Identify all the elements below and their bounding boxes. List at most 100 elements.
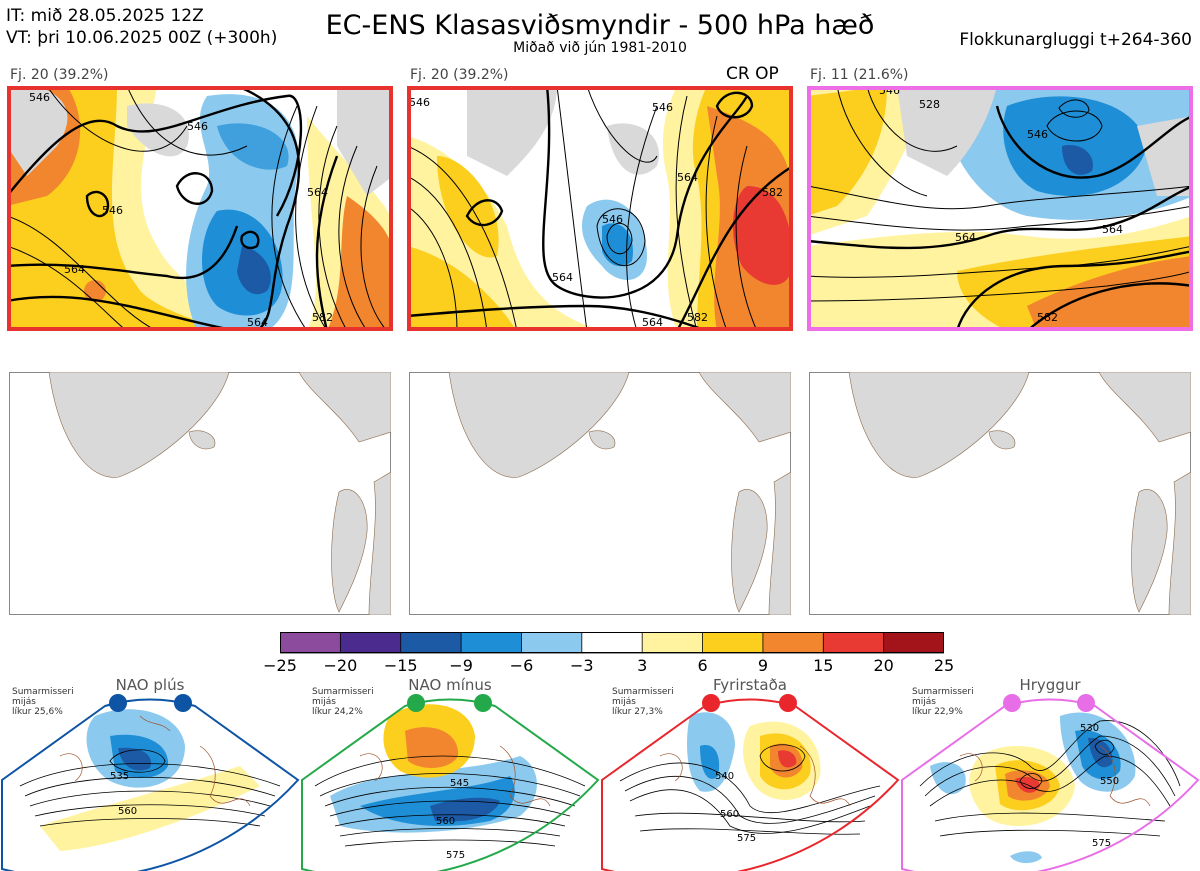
anomaly-area bbox=[732, 186, 793, 285]
regime-title: Hryggur bbox=[1019, 676, 1081, 694]
british-isles bbox=[331, 489, 368, 613]
contour-label: 564 bbox=[552, 271, 573, 284]
regime-info: Sumarmisseri mijás líkur 24,2% bbox=[312, 687, 374, 717]
regime-outline bbox=[601, 698, 900, 871]
contour-label: 575 bbox=[737, 833, 756, 844]
british-isles bbox=[1131, 489, 1168, 613]
contour-label: 575 bbox=[1092, 838, 1111, 849]
anomaly-area bbox=[40, 766, 260, 851]
contour-label: 545 bbox=[450, 778, 469, 789]
greenland bbox=[48, 372, 230, 478]
colorbar-tick-label: −9 bbox=[449, 656, 473, 675]
greenland bbox=[7, 86, 68, 176]
regime-ridge: Hryggur Sumarmisseri mijás líkur 22,9% 530 bbox=[900, 676, 1200, 871]
cluster-1-label: Fj. 20 (39.2%) bbox=[10, 67, 109, 83]
anomaly-area bbox=[237, 246, 271, 295]
anomaly-area bbox=[437, 156, 499, 258]
contour-label: 564 bbox=[1102, 223, 1123, 236]
regime-marker bbox=[474, 694, 492, 712]
contour-label: 582 bbox=[762, 186, 783, 199]
anomaly-area bbox=[217, 123, 289, 170]
contour-label: 546 bbox=[602, 213, 623, 226]
anomaly-area bbox=[807, 86, 887, 216]
anomaly-area bbox=[602, 223, 633, 267]
regime-map: 540 560 575 bbox=[601, 694, 900, 871]
anomaly-area bbox=[778, 750, 797, 768]
regime-info: Sumarmisseri mijás líkur 25,6% bbox=[12, 687, 74, 717]
contour-label: 560 bbox=[436, 816, 455, 827]
contour-label: 546 bbox=[652, 101, 673, 114]
anomaly-area bbox=[405, 727, 459, 768]
cluster-2-label: Fj. 20 (39.2%) bbox=[410, 67, 509, 83]
empty-map-3 bbox=[809, 372, 1191, 615]
regime-info: Sumarmisseri mijás líkur 22,9% bbox=[912, 687, 974, 717]
colorbar-cell bbox=[702, 632, 764, 654]
scandinavia bbox=[298, 372, 391, 443]
classification-window: Flokkunargluggi t+264-360 bbox=[959, 30, 1192, 50]
colorbar-cell bbox=[581, 632, 644, 654]
colorbar-tick-label: −25 bbox=[263, 656, 297, 675]
europe bbox=[1168, 471, 1191, 615]
colorbar-tick-label: 20 bbox=[873, 656, 894, 675]
regime-outline bbox=[901, 698, 1200, 871]
scandinavia bbox=[698, 372, 791, 443]
regime-title: NAO mínus bbox=[408, 676, 492, 694]
contour-label: 528 bbox=[919, 98, 940, 111]
contour-label: 564 bbox=[677, 171, 698, 184]
contour-label: 560 bbox=[118, 806, 137, 817]
colorbar-cell bbox=[641, 632, 704, 654]
colorbar-cell bbox=[460, 632, 523, 654]
regime-map: 545 560 575 bbox=[301, 694, 600, 871]
contour-label: 582 bbox=[1037, 311, 1058, 324]
regime-marker bbox=[1077, 694, 1095, 712]
regime-map: 535 560 bbox=[1, 694, 300, 871]
contour-label: 546 bbox=[879, 86, 900, 97]
scandinavia bbox=[1098, 372, 1191, 443]
colorbar-cell bbox=[400, 632, 462, 654]
regime-title: NAO plús bbox=[115, 676, 185, 694]
contour-label: 546 bbox=[409, 96, 430, 109]
colorbar-cell bbox=[762, 632, 825, 654]
colorbar-tick-label: 9 bbox=[757, 656, 768, 675]
anomaly-area bbox=[327, 196, 393, 331]
valid-time: VT: þri 10.06.2025 00Z (+300h) bbox=[6, 28, 278, 48]
colorbar-tick-label: 15 bbox=[813, 656, 834, 675]
contour-label: 540 bbox=[715, 771, 734, 782]
contour-label: 546 bbox=[1027, 128, 1048, 141]
anomaly-area bbox=[1088, 737, 1113, 768]
contour-label: 535 bbox=[110, 771, 129, 782]
europe bbox=[768, 471, 791, 615]
contour-label: 564 bbox=[64, 263, 85, 276]
greenland bbox=[448, 372, 630, 478]
cluster-1-border bbox=[7, 86, 393, 331]
regime-marker bbox=[407, 694, 425, 712]
contour-label: 546 bbox=[29, 91, 50, 104]
cluster-2-map: 546 564 564 546 582 546 564 582 bbox=[407, 86, 793, 331]
regime-map: 530 550 575 bbox=[901, 694, 1200, 871]
iceland bbox=[588, 430, 616, 450]
contour-label: 550 bbox=[1100, 776, 1119, 787]
colorbar-tick-label: −6 bbox=[509, 656, 534, 675]
empty-map-1 bbox=[9, 372, 391, 615]
iceland bbox=[188, 430, 216, 450]
regime-blocking: Fyrirstaða Sumarmisseri mijás líkur 27,3% … bbox=[600, 676, 900, 871]
colorbar-cell bbox=[883, 632, 944, 654]
colorbar-tick-label: 3 bbox=[637, 656, 648, 675]
regime-title: Fyrirstaða bbox=[713, 676, 787, 694]
cluster-2-border bbox=[407, 86, 793, 331]
greenland bbox=[467, 86, 557, 176]
colorbar-cell bbox=[822, 632, 885, 654]
colorbar-tick-label: 6 bbox=[697, 656, 708, 675]
regime-outline bbox=[1, 698, 300, 871]
cluster-3-map: 528 546 564 564 582 546 bbox=[807, 86, 1193, 331]
regime-marker bbox=[1003, 694, 1021, 712]
scandinavia bbox=[1137, 116, 1193, 196]
contour-label: 560 bbox=[720, 809, 739, 820]
empty-map-2 bbox=[409, 372, 791, 615]
regime-outline bbox=[301, 698, 600, 871]
contour-label: 546 bbox=[102, 204, 123, 217]
colorbar-tick-label: 25 bbox=[933, 656, 955, 675]
colorbar-cell bbox=[339, 632, 402, 654]
anomaly-area bbox=[1027, 256, 1193, 331]
regime-marker bbox=[174, 694, 192, 712]
